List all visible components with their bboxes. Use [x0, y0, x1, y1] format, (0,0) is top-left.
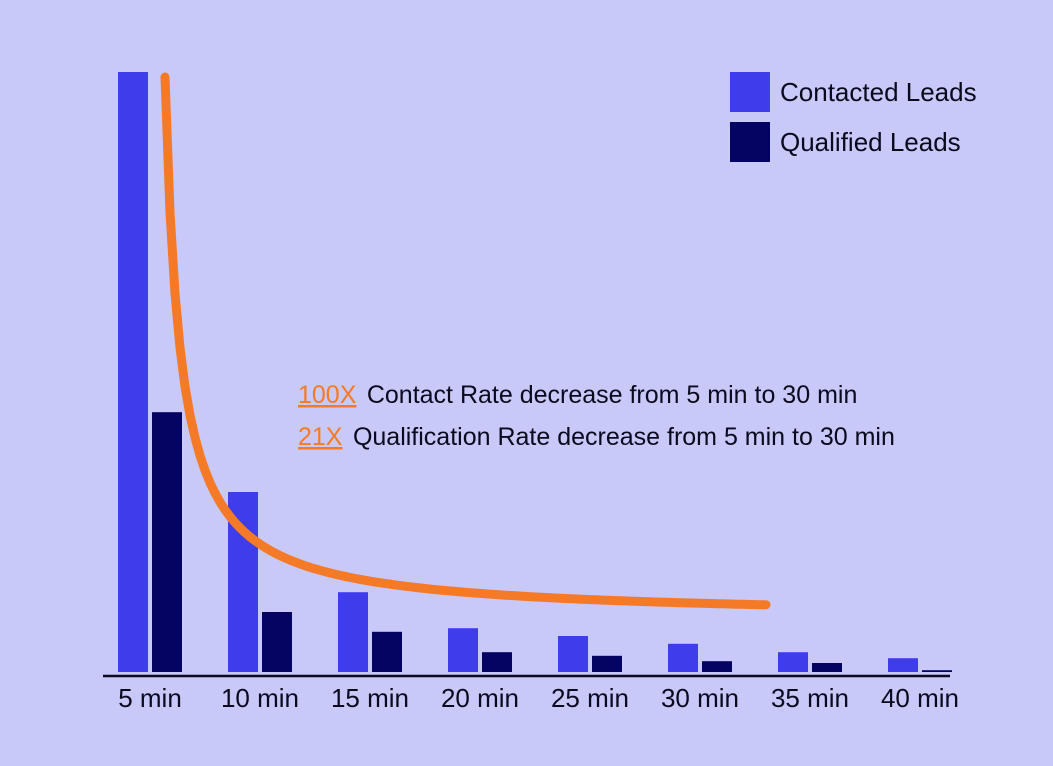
- x-tick-label-20-min: 20 min: [441, 683, 519, 713]
- bar-qualified-40-min: [922, 670, 952, 672]
- bar-contacted-20-min: [448, 628, 478, 672]
- x-tick-label-5-min: 5 min: [118, 683, 182, 713]
- legend-label-qualified: Qualified Leads: [780, 127, 961, 157]
- legend-swatch-qualified: [730, 122, 770, 162]
- bars-group: [118, 72, 952, 672]
- annotation-qualification: 21X Qualification Rate decrease from 5 m…: [298, 423, 895, 451]
- bar-contacted-25-min: [558, 636, 588, 672]
- x-tick-label-35-min: 35 min: [771, 683, 849, 713]
- x-tick-label-15-min: 15 min: [331, 683, 409, 713]
- x-tick-label-25-min: 25 min: [551, 683, 629, 713]
- bar-qualified-15-min: [372, 631, 402, 672]
- bar-qualified-25-min: [592, 655, 622, 672]
- annotations: 100X Contact Rate decrease from 5 min to…: [298, 381, 895, 451]
- legend-swatch-contacted: [730, 72, 770, 112]
- bar-contacted-35-min: [778, 652, 808, 672]
- bar-contacted-30-min: [668, 643, 698, 672]
- bar-qualified-10-min: [262, 612, 292, 672]
- x-tick-labels: 5 min 10 min 15 min 20 min 25 min 30 min 35 mi…: [118, 683, 959, 713]
- x-tick-label-10-min: 10 min: [221, 683, 299, 713]
- annotation-qualification-text: Qualification Rate decrease from 5 min t…: [353, 423, 895, 451]
- trend-curve: [160, 72, 771, 610]
- legend: Contacted Leads Qualified Leads: [730, 72, 977, 162]
- legend-label-contacted: Contacted Leads: [780, 77, 977, 107]
- bar-contacted-40-min: [888, 658, 918, 672]
- bar-qualified-30-min: [702, 661, 732, 672]
- bar-qualified-20-min: [482, 652, 512, 672]
- annotation-contact-text: Contact Rate decrease from 5 min to 30 m…: [367, 381, 858, 409]
- x-tick-label-40-min: 40 min: [881, 683, 959, 713]
- bar-contacted-15-min: [338, 592, 368, 672]
- annotation-contact-highlight: 100X: [298, 381, 357, 409]
- x-tick-label-30-min: 30 min: [661, 683, 739, 713]
- bar-contacted-5-min: [118, 72, 148, 672]
- bar-qualified-35-min: [812, 663, 842, 672]
- annotation-contact: 100X Contact Rate decrease from 5 min to…: [298, 381, 857, 409]
- annotation-qualification-highlight: 21X: [298, 423, 343, 451]
- bar-qualified-5-min: [152, 412, 182, 672]
